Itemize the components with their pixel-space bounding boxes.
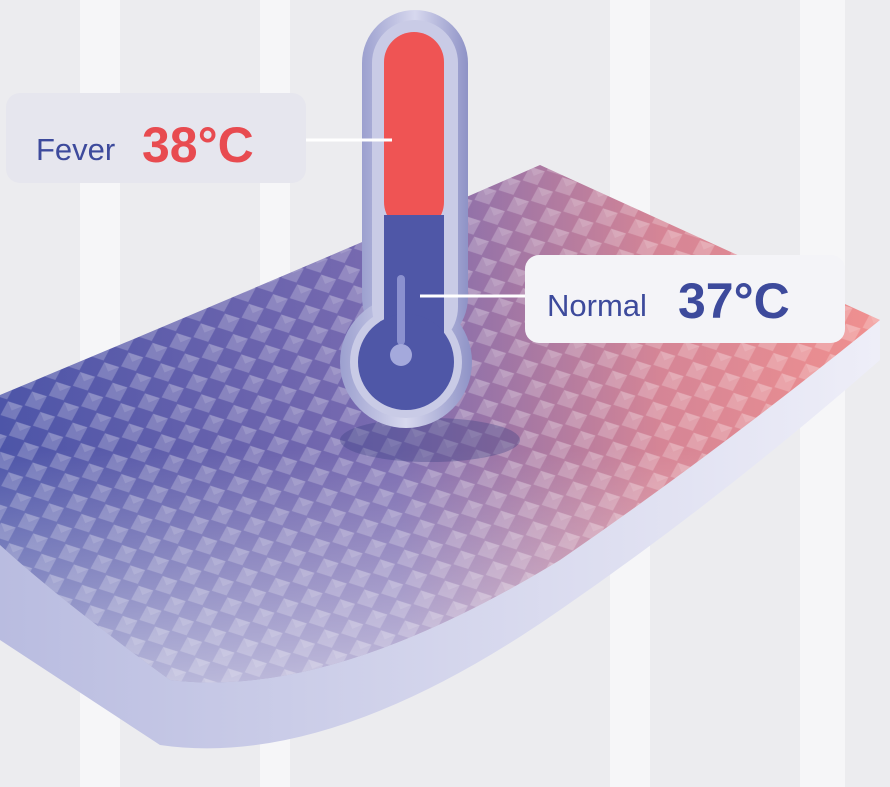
thermometer	[340, 10, 472, 428]
normal-label: Normal	[547, 288, 647, 323]
normal-temp: 37°C	[678, 273, 790, 329]
thermometer-shadow	[340, 418, 520, 462]
fever-label: Fever	[36, 132, 115, 167]
fever-temp: 38°C	[142, 117, 254, 173]
pad-edge	[0, 320, 880, 749]
normal-label-box	[525, 255, 845, 343]
fever-label-box	[6, 93, 306, 183]
